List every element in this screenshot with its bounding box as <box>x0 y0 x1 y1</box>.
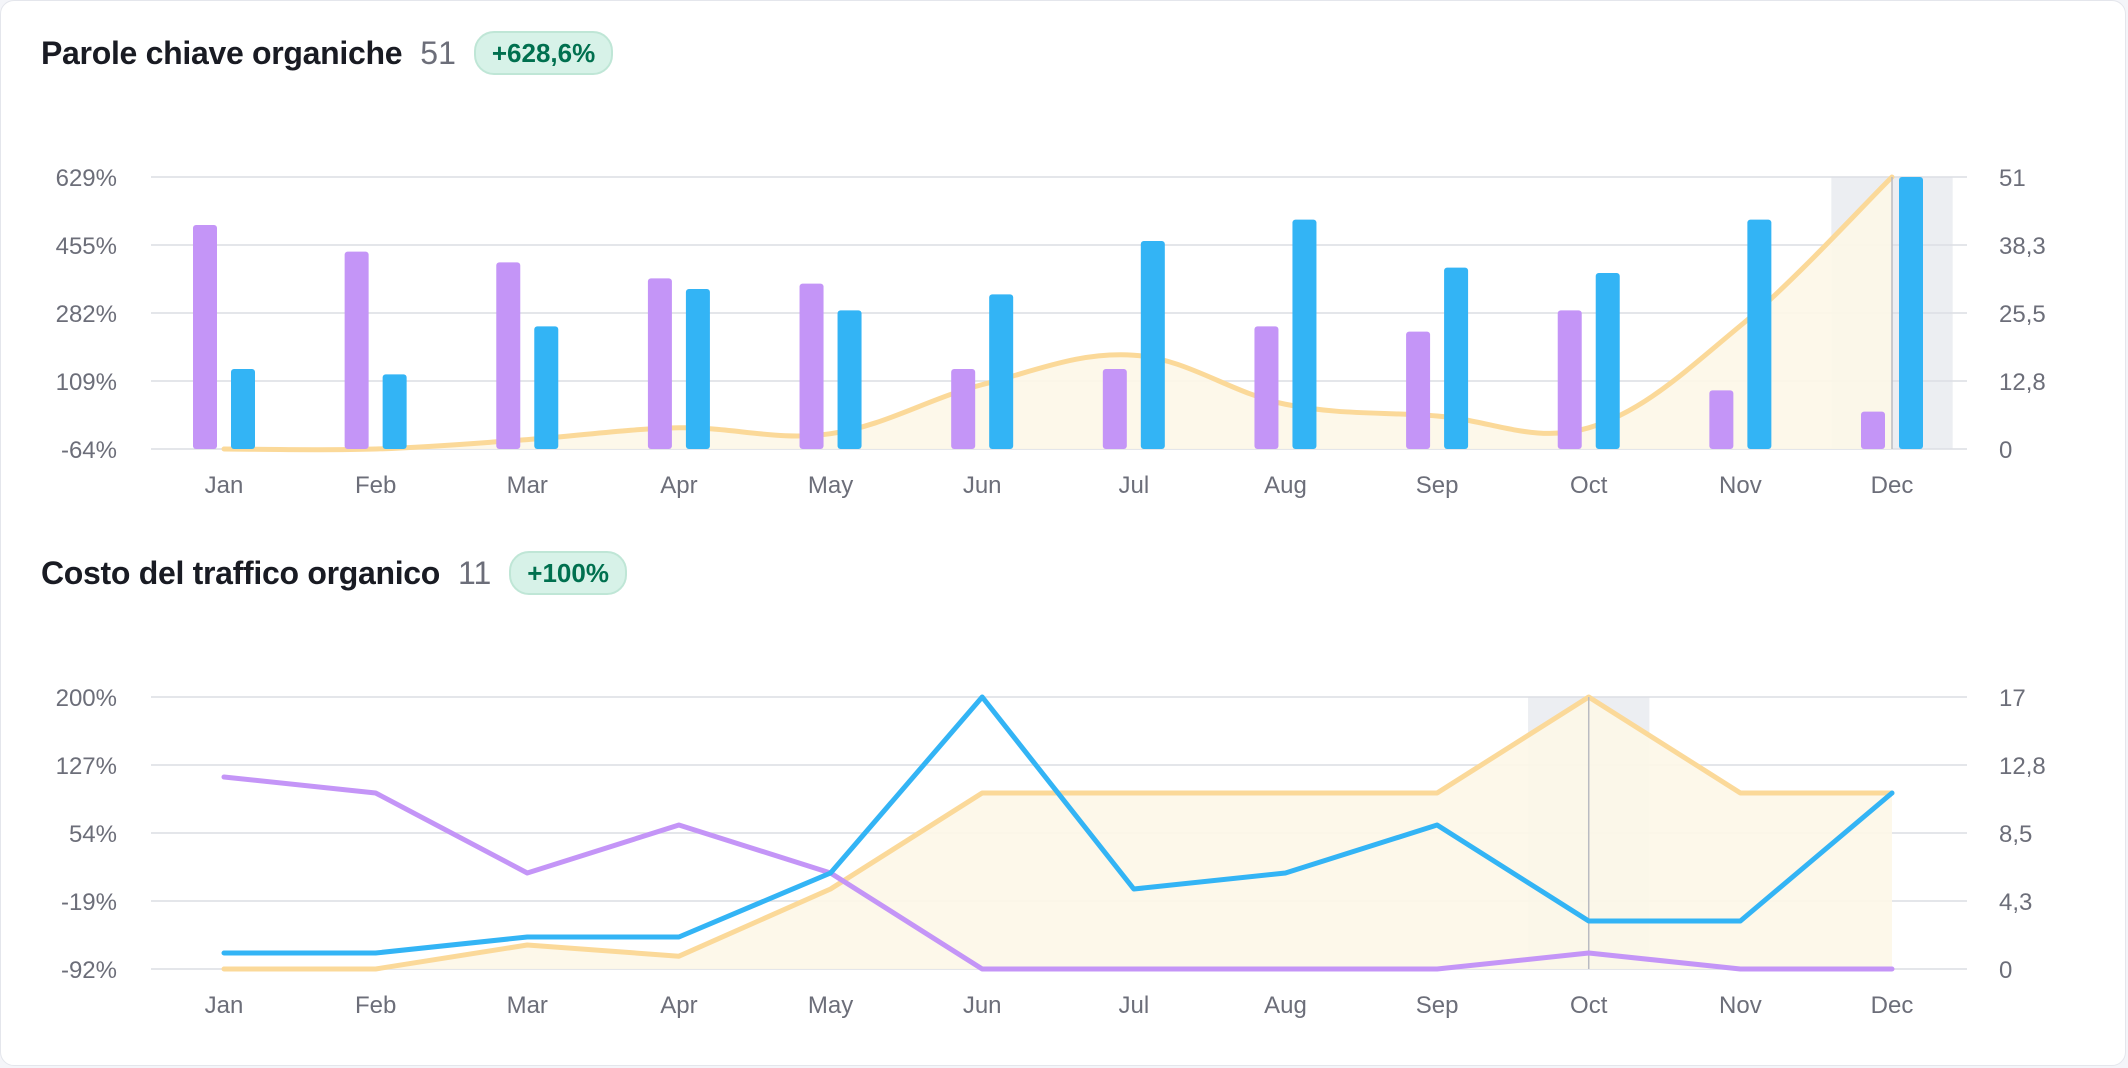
keywords-bar-oct <box>1557 310 1582 449</box>
keywords-x-tick: Jan <box>205 472 244 499</box>
traffic-cost-x-tick: Sep <box>1416 992 1459 1019</box>
traffic-cost-value: 11 <box>458 554 492 591</box>
keywords-bar-dec <box>1899 177 1923 449</box>
keywords-bar-apr <box>647 278 672 449</box>
keywords-bar-feb <box>382 374 407 449</box>
traffic-cost-series-line-0 <box>221 774 1895 972</box>
keywords-left-tick: 282% <box>56 301 117 328</box>
keywords-bar-mar <box>534 326 559 449</box>
traffic-cost-x-tick: Apr <box>660 992 697 1019</box>
keywords-bar-may <box>799 283 824 449</box>
keywords-bar-nov <box>1709 390 1734 449</box>
keywords-x-tick: Feb <box>355 472 396 499</box>
traffic-cost-right-tick: 17 <box>1999 685 2026 712</box>
traffic-cost-right-tick: 12,8 <box>1999 753 2046 780</box>
keywords-x-tick: Mar <box>507 472 548 499</box>
traffic-cost-left-tick: -19% <box>61 889 117 916</box>
traffic-cost-x-tick: Jun <box>963 992 1002 1019</box>
keywords-value: 51 <box>420 34 456 71</box>
traffic-cost-x-tick: Jan <box>205 992 244 1019</box>
keywords-bar-oct <box>1595 273 1620 449</box>
keywords-bar-jul <box>1140 241 1165 449</box>
keywords-right-tick: 51 <box>1999 165 2026 192</box>
keywords-bar-jul <box>1102 369 1127 449</box>
keywords-change-badge: +628,6% <box>473 31 614 75</box>
keywords-x-tick: Sep <box>1416 472 1459 499</box>
traffic-cost-x-tick: Mar <box>507 992 548 1019</box>
keywords-x-tick: Jul <box>1118 472 1149 499</box>
traffic-cost-right-tick: 0 <box>1999 957 2012 984</box>
keywords-right-tick: 0 <box>1999 437 2012 464</box>
keywords-chart[interactable]: 629% 51 455% 38,3 282% 25,5 109% 12,8 -64% 0 Jan Fe… <box>1 1 2126 511</box>
keywords-right-tick: 25,5 <box>1999 301 2046 328</box>
traffic-cost-x-tick: Nov <box>1719 992 1762 1019</box>
traffic-cost-title: Costo del traffico organico <box>41 554 441 591</box>
keywords-bar-dec <box>1861 411 1885 449</box>
keywords-x-tick: May <box>808 472 853 499</box>
traffic-cost-left-tick: -92% <box>61 957 117 984</box>
traffic-cost-left-tick: 54% <box>69 821 117 848</box>
traffic-cost-right-tick: 8,5 <box>1999 821 2032 848</box>
traffic-cost-header: Costo del traffico organico 11 +100% <box>41 547 627 599</box>
keywords-bar-sep <box>1444 267 1469 449</box>
keywords-x-tick: Jun <box>963 472 1002 499</box>
traffic-cost-change-badge: +100% <box>509 551 627 595</box>
keywords-bar-jan <box>193 225 217 449</box>
keywords-right-tick: 12,8 <box>1999 369 2046 396</box>
keywords-bar-nov <box>1747 219 1772 449</box>
keywords-bar-jun <box>989 294 1014 449</box>
keywords-bar-may <box>837 310 862 449</box>
keywords-x-tick: Nov <box>1719 472 1762 499</box>
keywords-left-tick: 109% <box>56 369 117 396</box>
keywords-bar-jan <box>231 369 255 449</box>
keywords-bar-sep <box>1406 331 1431 449</box>
traffic-cost-left-tick: 127% <box>56 753 117 780</box>
traffic-cost-trend-area <box>224 697 1892 969</box>
keywords-bar-feb <box>344 251 369 449</box>
keywords-bar-jun <box>951 369 976 449</box>
keywords-right-tick: 38,3 <box>1999 233 2046 260</box>
keywords-x-tick: Apr <box>660 472 697 499</box>
traffic-cost-chart[interactable]: 200% 17 127% 12,8 54% 8,5 -19% 4,3 -92% 0 Jan Feb Ma… <box>1 521 2126 1041</box>
keywords-header: Parole chiave organiche 51 +628,6% <box>41 27 614 79</box>
traffic-cost-right-tick: 4,3 <box>1999 889 2032 916</box>
keywords-x-tick: Dec <box>1871 472 1914 499</box>
traffic-cost-x-tick: Jul <box>1118 992 1149 1019</box>
keywords-bar-mar <box>496 262 521 449</box>
traffic-cost-x-tick: Aug <box>1264 992 1307 1019</box>
traffic-cost-x-tick: Feb <box>355 992 396 1019</box>
keywords-bar-aug <box>1254 326 1279 449</box>
traffic-cost-x-tick: May <box>808 992 853 1019</box>
keywords-title: Parole chiave organiche <box>41 34 403 71</box>
keywords-x-tick: Oct <box>1570 472 1608 499</box>
traffic-cost-left-tick: 200% <box>56 685 117 712</box>
keywords-x-tick: Aug <box>1264 472 1307 499</box>
keywords-bar-aug <box>1292 219 1317 449</box>
traffic-cost-series-line-1 <box>221 694 1895 956</box>
traffic-cost-x-tick: Oct <box>1570 992 1608 1019</box>
keywords-left-tick: 455% <box>56 233 117 260</box>
keywords-left-tick: -64% <box>61 437 117 464</box>
keywords-bar-apr <box>685 289 710 449</box>
keywords-left-tick: 629% <box>56 165 117 192</box>
traffic-cost-x-tick: Dec <box>1871 992 1914 1019</box>
